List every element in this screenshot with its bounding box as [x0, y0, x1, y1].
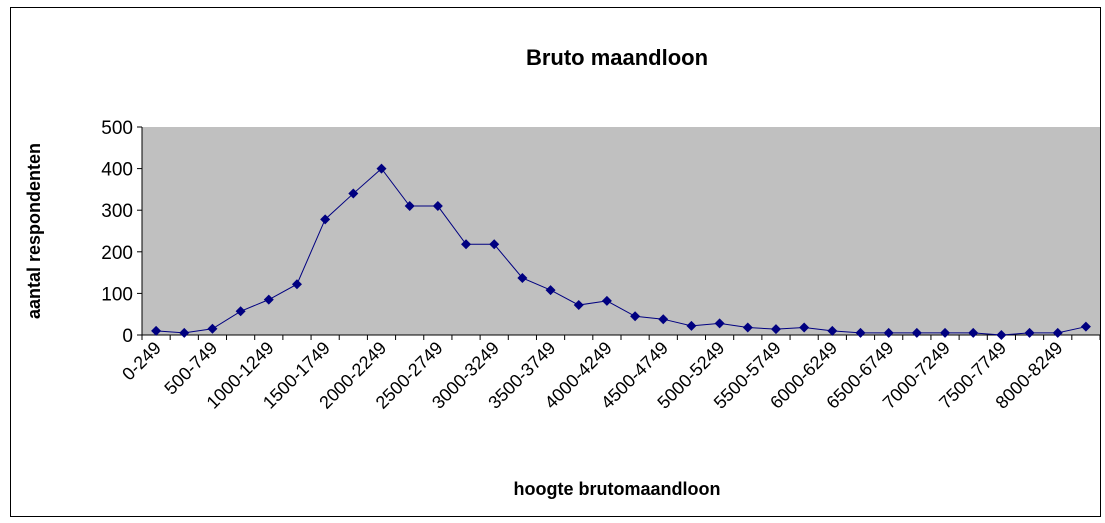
marker [545, 285, 556, 296]
marker [432, 201, 443, 212]
marker [461, 239, 472, 250]
x-axis-title: hoogte brutomaandloon [514, 479, 721, 499]
marker [968, 327, 979, 338]
y-tick-label: 200 [101, 243, 133, 264]
marker [742, 322, 753, 333]
marker [714, 318, 725, 329]
marker [291, 279, 302, 290]
marker [235, 306, 246, 317]
marker [348, 188, 359, 199]
marker [940, 327, 951, 338]
marker [517, 273, 528, 284]
marker [770, 324, 781, 335]
marker [320, 214, 331, 225]
marker [911, 327, 922, 338]
marker [855, 327, 866, 338]
y-tick-label: 0 [122, 326, 133, 347]
marker [179, 327, 190, 338]
plot-area [142, 127, 1100, 335]
y-tick-label: 100 [101, 284, 133, 305]
marker [996, 330, 1007, 340]
marker [799, 322, 810, 333]
y-tick-label: 400 [101, 160, 133, 181]
marker [489, 239, 500, 250]
marker [151, 325, 162, 336]
y-tick-label: 300 [101, 201, 133, 222]
y-axis-title: aantal respondenten [24, 143, 44, 319]
marker [1080, 321, 1091, 332]
marker [404, 201, 415, 212]
marker [658, 314, 669, 325]
marker [686, 320, 697, 331]
chart-title: Bruto maandloon [526, 45, 708, 70]
marker [883, 327, 894, 338]
marker [1052, 327, 1063, 338]
y-tick-label: 500 [101, 118, 133, 139]
marker [376, 163, 387, 174]
marker [630, 311, 641, 322]
marker [263, 294, 274, 305]
marker [1024, 327, 1035, 338]
line [156, 167, 1087, 336]
marker [827, 325, 838, 336]
marker [573, 300, 584, 311]
marker [601, 295, 612, 306]
marker [207, 323, 218, 334]
